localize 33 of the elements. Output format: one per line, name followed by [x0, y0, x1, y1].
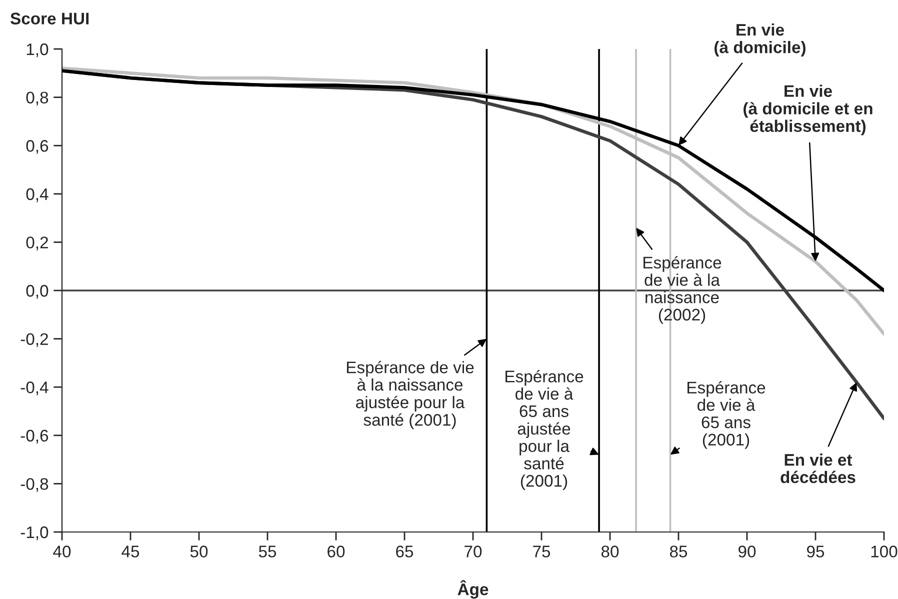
x-tick-label: 90: [738, 546, 756, 558]
annotation: Espérance de vie à la naissance ajustée pour la santé (2001): [346, 360, 474, 430]
y-tick-label: -0,6: [20, 430, 48, 444]
y-tick-label: -0,2: [20, 333, 48, 347]
y-tick-label: 0,2: [26, 236, 48, 250]
x-tick-label: 80: [601, 546, 619, 558]
x-tick-label: 75: [533, 546, 550, 558]
x-tick-label: 95: [807, 546, 824, 558]
annotation: En vie et décédées: [780, 454, 856, 484]
y-tick-label: 0,6: [26, 140, 48, 154]
x-axis-title: Âge: [458, 580, 488, 599]
x-tick-label: 45: [122, 546, 140, 558]
annotation: Espérance de vie à la naissance (2002): [644, 256, 722, 324]
x-tick-label: 55: [258, 546, 276, 558]
x-tick-label: 70: [464, 546, 482, 558]
y-axis-title: Score HUI: [10, 12, 89, 24]
x-tick-label: 60: [328, 546, 345, 558]
y-tick-label: -1,0: [20, 526, 48, 540]
x-tick-label: 50: [190, 546, 208, 558]
x-tick-label: 100: [871, 546, 898, 558]
y-tick-label: 0,8: [26, 92, 48, 106]
y-tick-label: 0,0: [26, 284, 48, 299]
y-tick-label: -0,4: [20, 382, 48, 396]
y-tick-label: 0,4: [26, 188, 48, 202]
x-tick-label: 40: [53, 546, 71, 558]
annotation: Espérance de vie à 65 ans (2001): [688, 381, 766, 449]
annotation: En vie (à domicile et en établissement): [744, 84, 872, 136]
x-tick-label: 85: [670, 546, 688, 558]
annotation: Espérance de vie à 65 ans ajustée pour la santé (2001): [506, 370, 584, 490]
x-tick-label: 65: [396, 546, 414, 558]
y-tick-label: 1,0: [26, 43, 48, 58]
y-tick-label: -0,8: [20, 478, 48, 492]
annotation: En vie (à domicile): [714, 23, 806, 57]
